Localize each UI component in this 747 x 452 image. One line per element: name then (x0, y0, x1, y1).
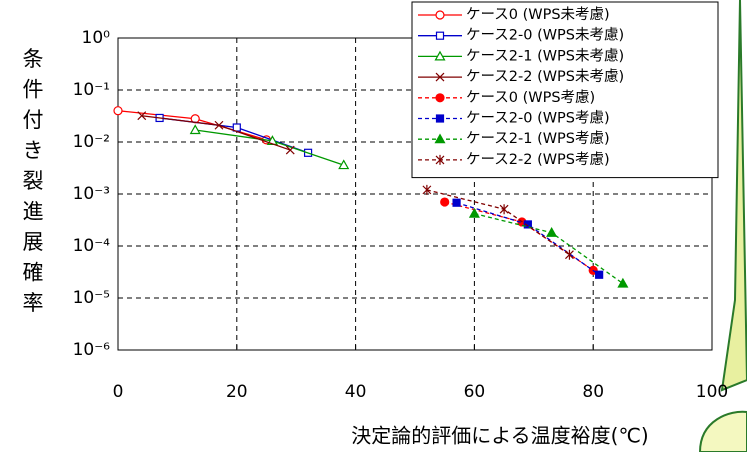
legend-label: ケース2-0 (WPS未考慮) (466, 27, 624, 44)
legend-marker (434, 50, 446, 61)
x-tick-label: 80 (582, 382, 604, 402)
marker (113, 106, 123, 116)
legend-label: ケース2-0 (WPS考慮) (466, 110, 610, 127)
legend-marker (434, 133, 446, 144)
y-tick-label: 10⁻¹ (73, 80, 110, 100)
marker (338, 159, 350, 170)
marker (617, 277, 629, 288)
y-axis-label: 条件付き裂進展確率 (23, 47, 44, 315)
decoration (720, 0, 747, 392)
y-tick-label: 10⁻² (73, 132, 110, 152)
marker (452, 198, 461, 207)
legend-marker (435, 10, 445, 20)
legend-label: ケース2-2 (WPS未考慮) (466, 68, 624, 85)
legend-label: ケース2-1 (WPS考慮) (466, 130, 610, 147)
marker (468, 207, 480, 218)
legend-marker (435, 154, 445, 165)
legend-box (411, 1, 719, 179)
legend-label: ケース0 (WPS未考慮) (466, 6, 610, 23)
series-line (456, 202, 600, 276)
y-tick-label: 10⁰ (82, 28, 111, 48)
x-tick-label: 60 (464, 382, 486, 402)
marker (499, 204, 509, 215)
x-tick-label: 0 (113, 382, 124, 402)
y-tick-label: 10⁻⁴ (73, 236, 111, 256)
marker (137, 111, 147, 121)
y-tick-label: 10⁻³ (73, 184, 110, 204)
marker (285, 145, 295, 155)
y-tick-label: 10⁻⁶ (73, 340, 111, 360)
marker (189, 124, 201, 135)
legend-marker (435, 93, 445, 103)
x-tick-label: 40 (345, 382, 367, 402)
marker (546, 227, 558, 237)
marker (523, 220, 532, 229)
marker (565, 249, 574, 260)
marker (595, 270, 604, 279)
x-axis-label: 決定論的評価による温度裕度(℃) (351, 424, 648, 448)
legend-label: ケース2-1 (WPS未考慮) (466, 47, 624, 64)
legend-marker (435, 114, 445, 123)
marker (422, 184, 432, 195)
y-tick-label: 10⁻⁵ (73, 288, 110, 308)
marker (214, 120, 224, 130)
legend-label: ケース0 (WPS考慮) (466, 89, 595, 106)
legend-marker (435, 72, 445, 82)
legend-marker (435, 31, 445, 40)
legend-label: ケース2-2 (WPS考慮) (466, 151, 610, 168)
marker (440, 197, 450, 207)
x-tick-label: 20 (226, 382, 248, 402)
x-tick-label: 100 (696, 382, 728, 402)
